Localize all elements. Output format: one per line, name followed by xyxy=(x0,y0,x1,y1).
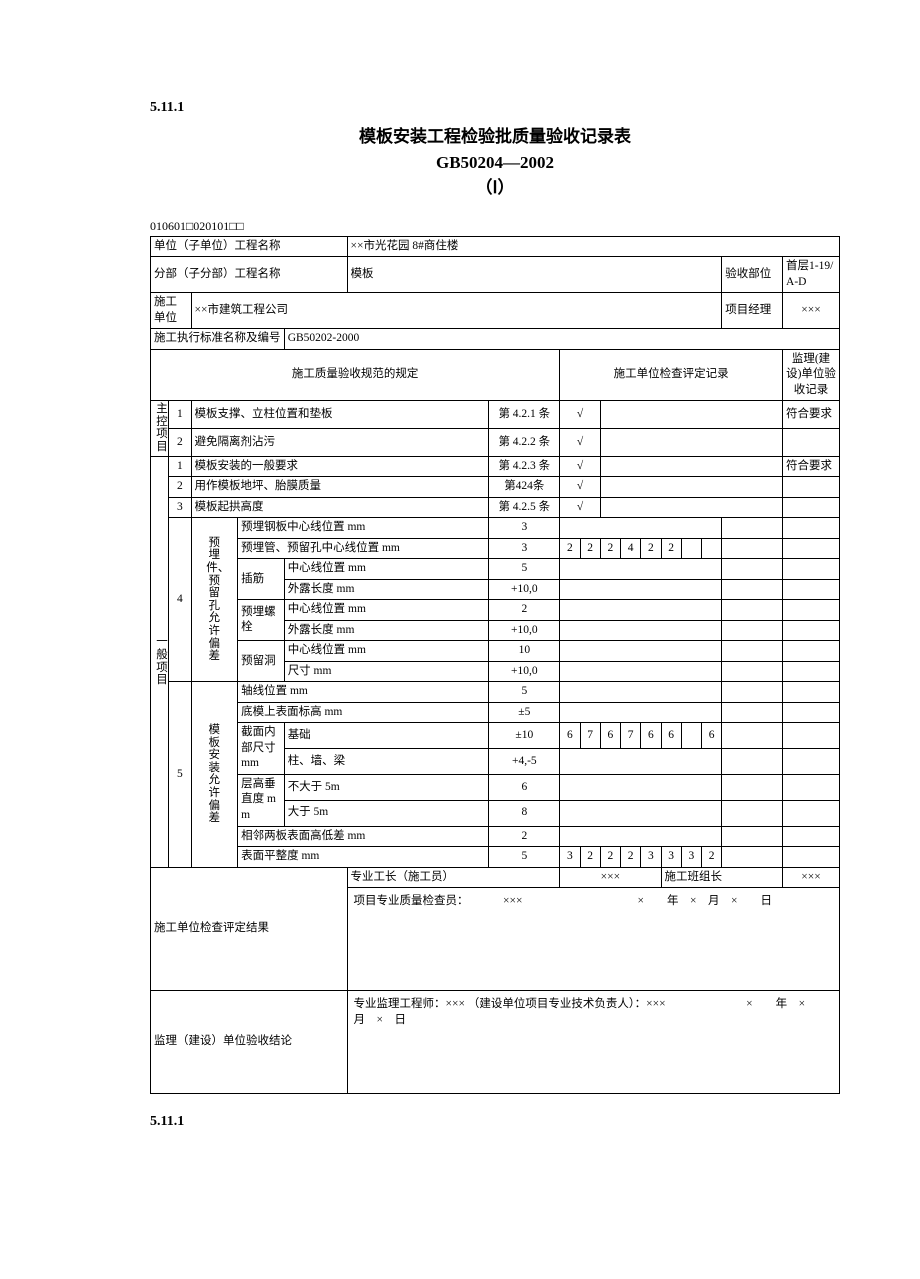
g5-idx: 5 xyxy=(169,682,191,867)
m2-blank xyxy=(600,428,782,456)
g4-sub1: 插筋 xyxy=(238,559,285,600)
sig-super: 专业监理工程师：××× （建设单位项目专业技术负责人）：××× × 年 × 月 … xyxy=(347,991,839,1094)
g4r5: 外露长度 mm xyxy=(284,620,489,641)
label-std: 施工执行标准名称及编号 xyxy=(151,329,285,350)
title-line3: （Ⅰ） xyxy=(475,178,514,197)
g4r1v: 3 xyxy=(489,538,560,559)
col-spec: 施工质量验收规范的规定 xyxy=(151,349,560,401)
title: 模板安装工程检验批质量验收记录表 GB50204—2002 （Ⅰ） xyxy=(150,124,840,201)
g3-name: 模板起拱高度 xyxy=(191,497,489,518)
g4r1: 预埋管、预留孔中心线位置 mm xyxy=(238,538,489,559)
m2-idx: 2 xyxy=(169,428,191,456)
m1-ref: 第 4.2.1 条 xyxy=(489,401,560,429)
g1-ref: 第 4.2.3 条 xyxy=(489,456,560,477)
g4r0v: 3 xyxy=(489,518,560,539)
m2-res xyxy=(783,428,840,456)
g5r1: 底模上表面标高 mm xyxy=(238,702,489,723)
val-foreman: ××× xyxy=(560,867,661,888)
g5r0: 轴线位置 mm xyxy=(238,682,489,703)
m1-name: 模板支撑、立柱位置和垫板 xyxy=(191,401,489,429)
label-construct-unit: 施工单位 xyxy=(151,293,192,329)
m1-blank xyxy=(600,401,782,429)
g4-group: 预埋件、预留孔允许偏差 xyxy=(191,518,238,682)
sig-inspector: 项目专业质量检查员： ××× × 年 × 月 × 日 xyxy=(347,888,839,991)
group-general: 一般项目 xyxy=(151,456,169,867)
col-super: 监理(建设)单位验收记录 xyxy=(783,349,840,401)
title-line2: GB50204—2002 xyxy=(436,153,554,172)
label-team: 施工班组长 xyxy=(661,867,783,888)
g4r4: 中心线位置 mm xyxy=(284,600,489,621)
g4r2: 中心线位置 mm xyxy=(284,559,489,580)
g5r7: 表面平整度 mm xyxy=(238,847,489,868)
g5r3: 柱、墙、梁 xyxy=(284,749,489,775)
val-sub-project: 模板 xyxy=(347,257,722,293)
g3-ref: 第 4.2.5 条 xyxy=(489,497,560,518)
g4-idx: 4 xyxy=(169,518,191,682)
m1-res: 符合要求 xyxy=(783,401,840,429)
g1-name: 模板安装的一般要求 xyxy=(191,456,489,477)
g5r2: 基础 xyxy=(284,723,489,749)
label-foreman: 专业工长（施工员） xyxy=(347,867,560,888)
g4-sub3: 预留洞 xyxy=(238,641,285,682)
main-table: 单位（子单位）工程名称 ××市光花园 8#商住楼 分部（子分部）工程名称 模板 … xyxy=(150,236,840,1095)
m1-idx: 1 xyxy=(169,401,191,429)
g1-chk: √ xyxy=(560,456,601,477)
section-number-bottom: 5.11.1 xyxy=(150,1114,840,1130)
label-pm: 项目经理 xyxy=(722,293,783,329)
m1-chk: √ xyxy=(560,401,601,429)
val-team: ××× xyxy=(783,867,840,888)
g5-sub2: 层高垂直度 mm xyxy=(238,774,285,826)
val-pm: ××× xyxy=(783,293,840,329)
label-result: 施工单位检查评定结果 xyxy=(151,867,348,991)
g5-sub1: 截面内部尺寸mm xyxy=(238,723,285,775)
g4r0: 预埋钢板中心线位置 mm xyxy=(238,518,489,539)
g4r6: 中心线位置 mm xyxy=(284,641,489,662)
g2-idx: 2 xyxy=(169,477,191,498)
section-number: 5.11.1 xyxy=(150,100,840,116)
label-accept-part: 验收部位 xyxy=(722,257,783,293)
val-construct-unit: ××市建筑工程公司 xyxy=(191,293,722,329)
g1-res: 符合要求 xyxy=(783,456,840,477)
g2-name: 用作模板地坪、胎膜质量 xyxy=(191,477,489,498)
g2-ref: 第424条 xyxy=(489,477,560,498)
g4r7: 尺寸 mm xyxy=(284,661,489,682)
val-accept-part: 首层1-19/A-D xyxy=(783,257,840,293)
g5-group: 模板安装允许偏差 xyxy=(191,682,238,867)
g3-chk: √ xyxy=(560,497,601,518)
m2-ref: 第 4.2.2 条 xyxy=(489,428,560,456)
g2-chk: √ xyxy=(560,477,601,498)
g4-sub2: 预埋螺栓 xyxy=(238,600,285,641)
g5r6: 相邻两板表面高低差 mm xyxy=(238,826,489,847)
g5r4: 不大于 5m xyxy=(284,774,489,800)
label-super-conclusion: 监理（建设）单位验收结论 xyxy=(151,991,348,1094)
label-unit-project: 单位（子单位）工程名称 xyxy=(151,236,348,257)
group-main: 主控项目 xyxy=(151,401,169,457)
val-std: GB50202-2000 xyxy=(284,329,839,350)
val-unit-project: ××市光花园 8#商住楼 xyxy=(347,236,839,257)
m2-name: 避免隔离剂沾污 xyxy=(191,428,489,456)
title-line1: 模板安装工程检验批质量验收记录表 xyxy=(359,127,631,146)
g4r3: 外露长度 mm xyxy=(284,579,489,600)
label-sub-project: 分部（子分部）工程名称 xyxy=(151,257,348,293)
m2-chk: √ xyxy=(560,428,601,456)
g3-idx: 3 xyxy=(169,497,191,518)
col-check: 施工单位检查评定记录 xyxy=(560,349,783,401)
doc-code: 010601□020101□□ xyxy=(150,219,840,234)
g1-idx: 1 xyxy=(169,456,191,477)
g5r5: 大于 5m xyxy=(284,800,489,826)
